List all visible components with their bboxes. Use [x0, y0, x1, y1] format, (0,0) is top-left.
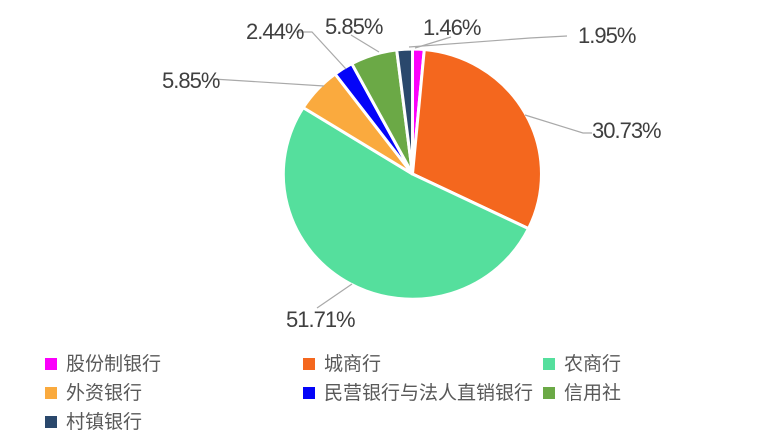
legend-item-joint-stock[interactable]: 股份制银行 — [45, 353, 162, 375]
legend-label-foreign-bank: 外资银行 — [66, 382, 143, 404]
pie-slice-6[interactable] — [395, 47, 414, 176]
legend-swatch-city-bank — [303, 358, 315, 370]
legend-item-rural-bank[interactable]: 农商行 — [543, 353, 622, 375]
legend-item-private-bank[interactable]: 民营银行与法人直销银行 — [303, 382, 534, 404]
legend-label-rural-bank: 农商行 — [564, 353, 622, 375]
leader-lines-group — [212, 31, 592, 309]
data-label-village-bank: 1.95% — [578, 23, 636, 48]
legend-swatch-private-bank — [303, 387, 315, 399]
leader-line-city-bank — [524, 114, 592, 134]
legend-item-credit-union[interactable]: 信用社 — [543, 382, 622, 404]
leader-line-private-bank — [296, 31, 347, 70]
leader-line-rural-bank — [316, 283, 353, 309]
pie-slices-group — [281, 47, 543, 301]
legend-label-credit-union: 信用社 — [564, 382, 622, 404]
data-label-rural-bank: 51.71% — [286, 307, 356, 332]
legend-item-city-bank[interactable]: 城商行 — [303, 353, 382, 375]
leader-line-credit-union — [350, 34, 380, 53]
legend-item-foreign-bank[interactable]: 外资银行 — [45, 382, 143, 404]
legend-swatch-joint-stock — [45, 358, 57, 370]
legend-swatch-rural-bank — [543, 358, 555, 370]
pie-slice-1[interactable] — [411, 48, 543, 231]
data-label-private-bank: 2.44% — [246, 19, 304, 44]
legend-label-joint-stock: 股份制银行 — [66, 353, 162, 375]
legend-swatch-village-bank — [45, 416, 57, 428]
leader-line-foreign-bank — [212, 78, 325, 87]
data-label-joint-stock: 1.46% — [423, 15, 481, 40]
data-label-credit-union: 5.85% — [325, 14, 383, 39]
legend-swatch-credit-union — [543, 387, 555, 399]
leader-line-village-bank — [408, 35, 568, 48]
legend-swatch-foreign-bank — [45, 387, 57, 399]
legend-label-village-bank: 村镇银行 — [66, 411, 143, 433]
legend-label-private-bank: 民营银行与法人直销银行 — [324, 382, 534, 404]
data-label-city-bank: 30.73% — [592, 118, 662, 143]
pie-slice-2[interactable] — [281, 106, 530, 301]
legend-label-city-bank: 城商行 — [324, 353, 382, 375]
data-label-foreign-bank: 5.85% — [162, 68, 220, 93]
legend-item-village-bank[interactable]: 村镇银行 — [45, 411, 143, 433]
